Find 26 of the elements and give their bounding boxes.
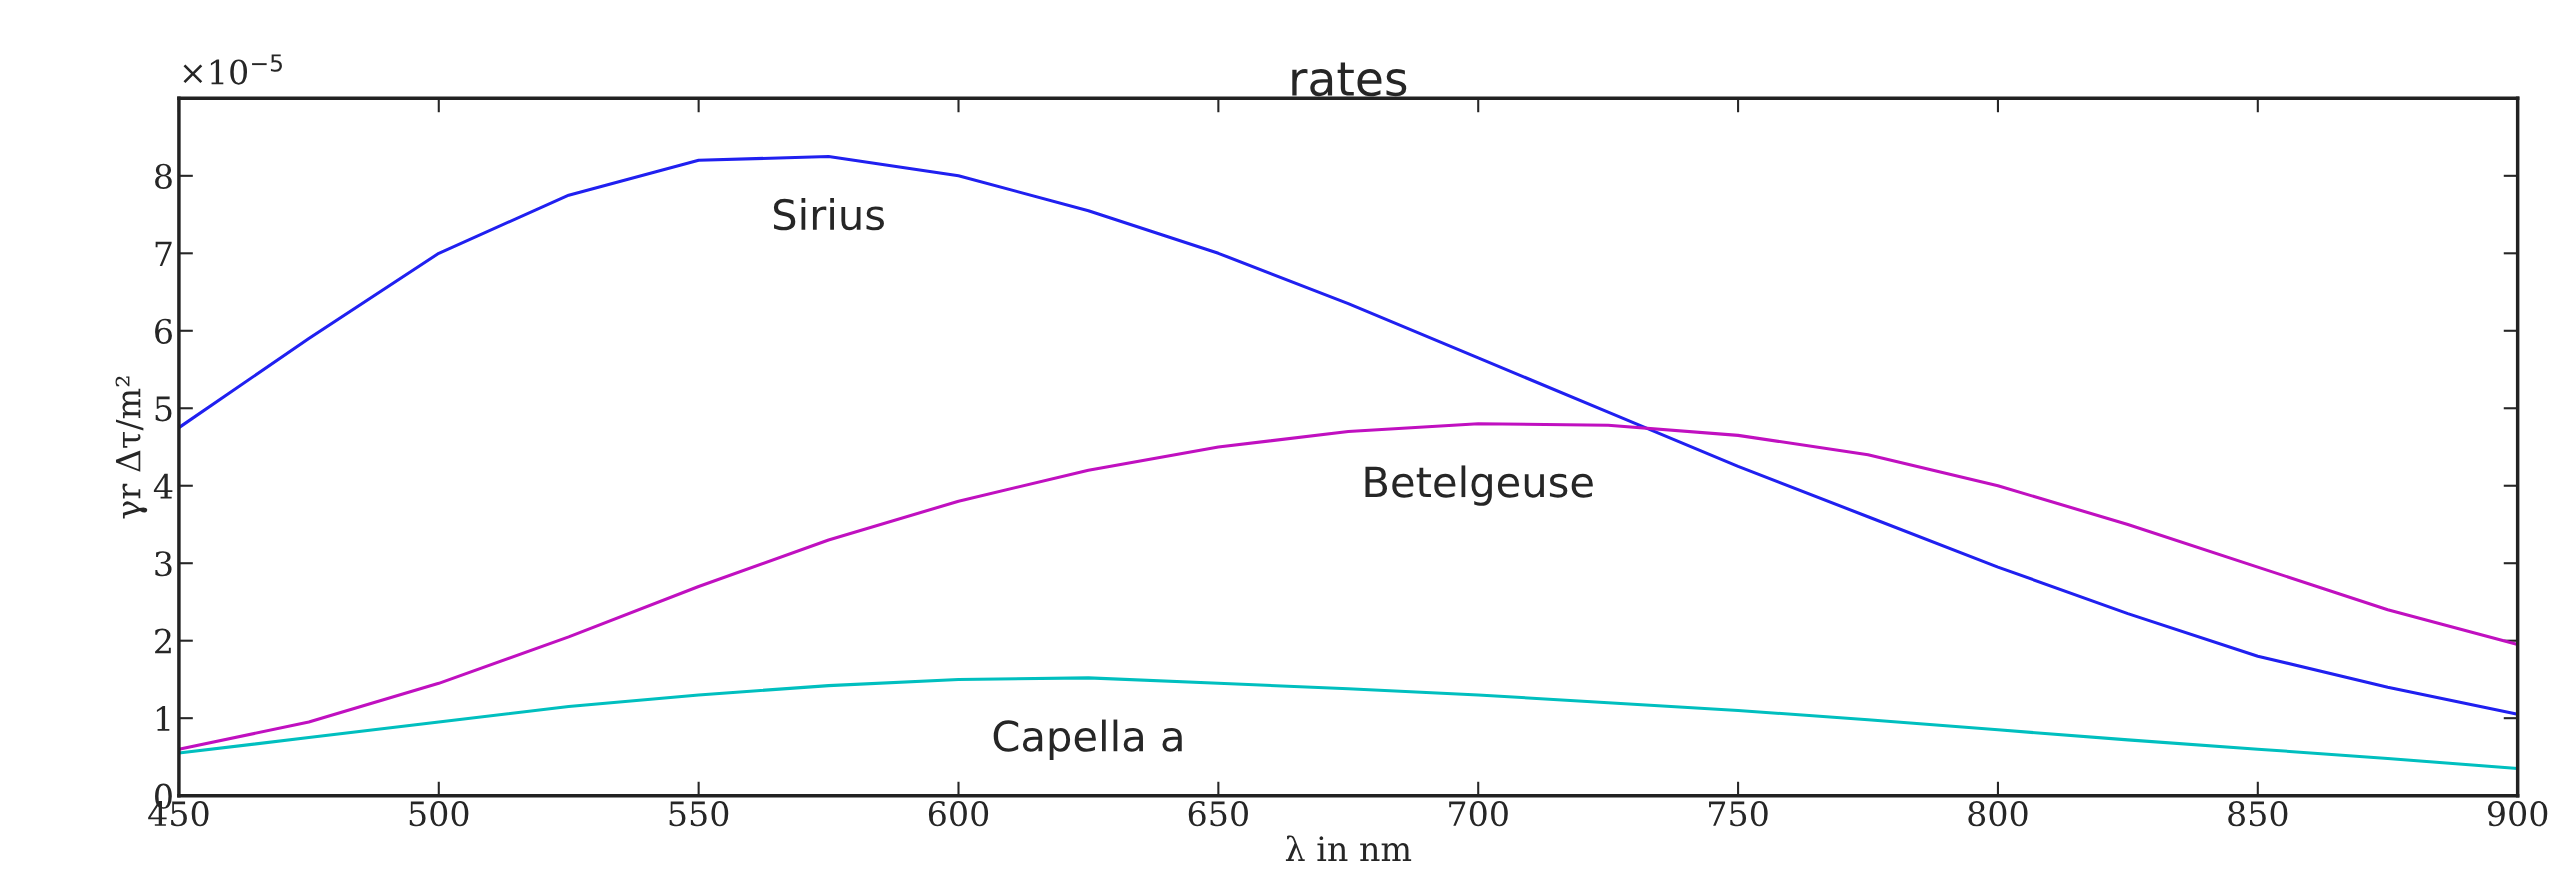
y-tick-label: 6 [155, 318, 172, 344]
y-axis-title: γr Δτ/m² [115, 376, 148, 519]
x-tick-label: 550 [669, 801, 729, 827]
x-axis-title: λ in nm [1285, 835, 1412, 861]
series-label: Capella a [993, 719, 1182, 760]
x-tick-label: 900 [2487, 801, 2548, 827]
x-tick-label: 750 [1709, 801, 1768, 827]
x-tick-label: 600 [928, 801, 989, 827]
x-tick-label: 650 [1188, 801, 1248, 827]
y-tick-label: 4 [153, 473, 173, 499]
chart-title: rates [1292, 62, 1407, 97]
x-tick-label: 850 [2228, 801, 2288, 827]
y-tick-label: 3 [155, 551, 172, 577]
line-series [178, 676, 2518, 771]
y-tick-label: 5 [155, 396, 172, 422]
y-tick-label: 2 [155, 628, 171, 654]
series-label: Sirius [773, 198, 884, 231]
y-tick-label: 7 [155, 241, 172, 266]
y-tick-label: 1 [156, 706, 170, 731]
line-series [178, 154, 2518, 716]
series-label: Betelgeuse [1365, 465, 1593, 506]
text: ×10$^{−5}$ [183, 54, 282, 85]
x-tick-label: 800 [1968, 801, 2028, 827]
x-tick-label: 500 [409, 801, 469, 827]
x-tick-label: 700 [1449, 801, 1508, 827]
y-tick-label: 8 [155, 163, 172, 189]
